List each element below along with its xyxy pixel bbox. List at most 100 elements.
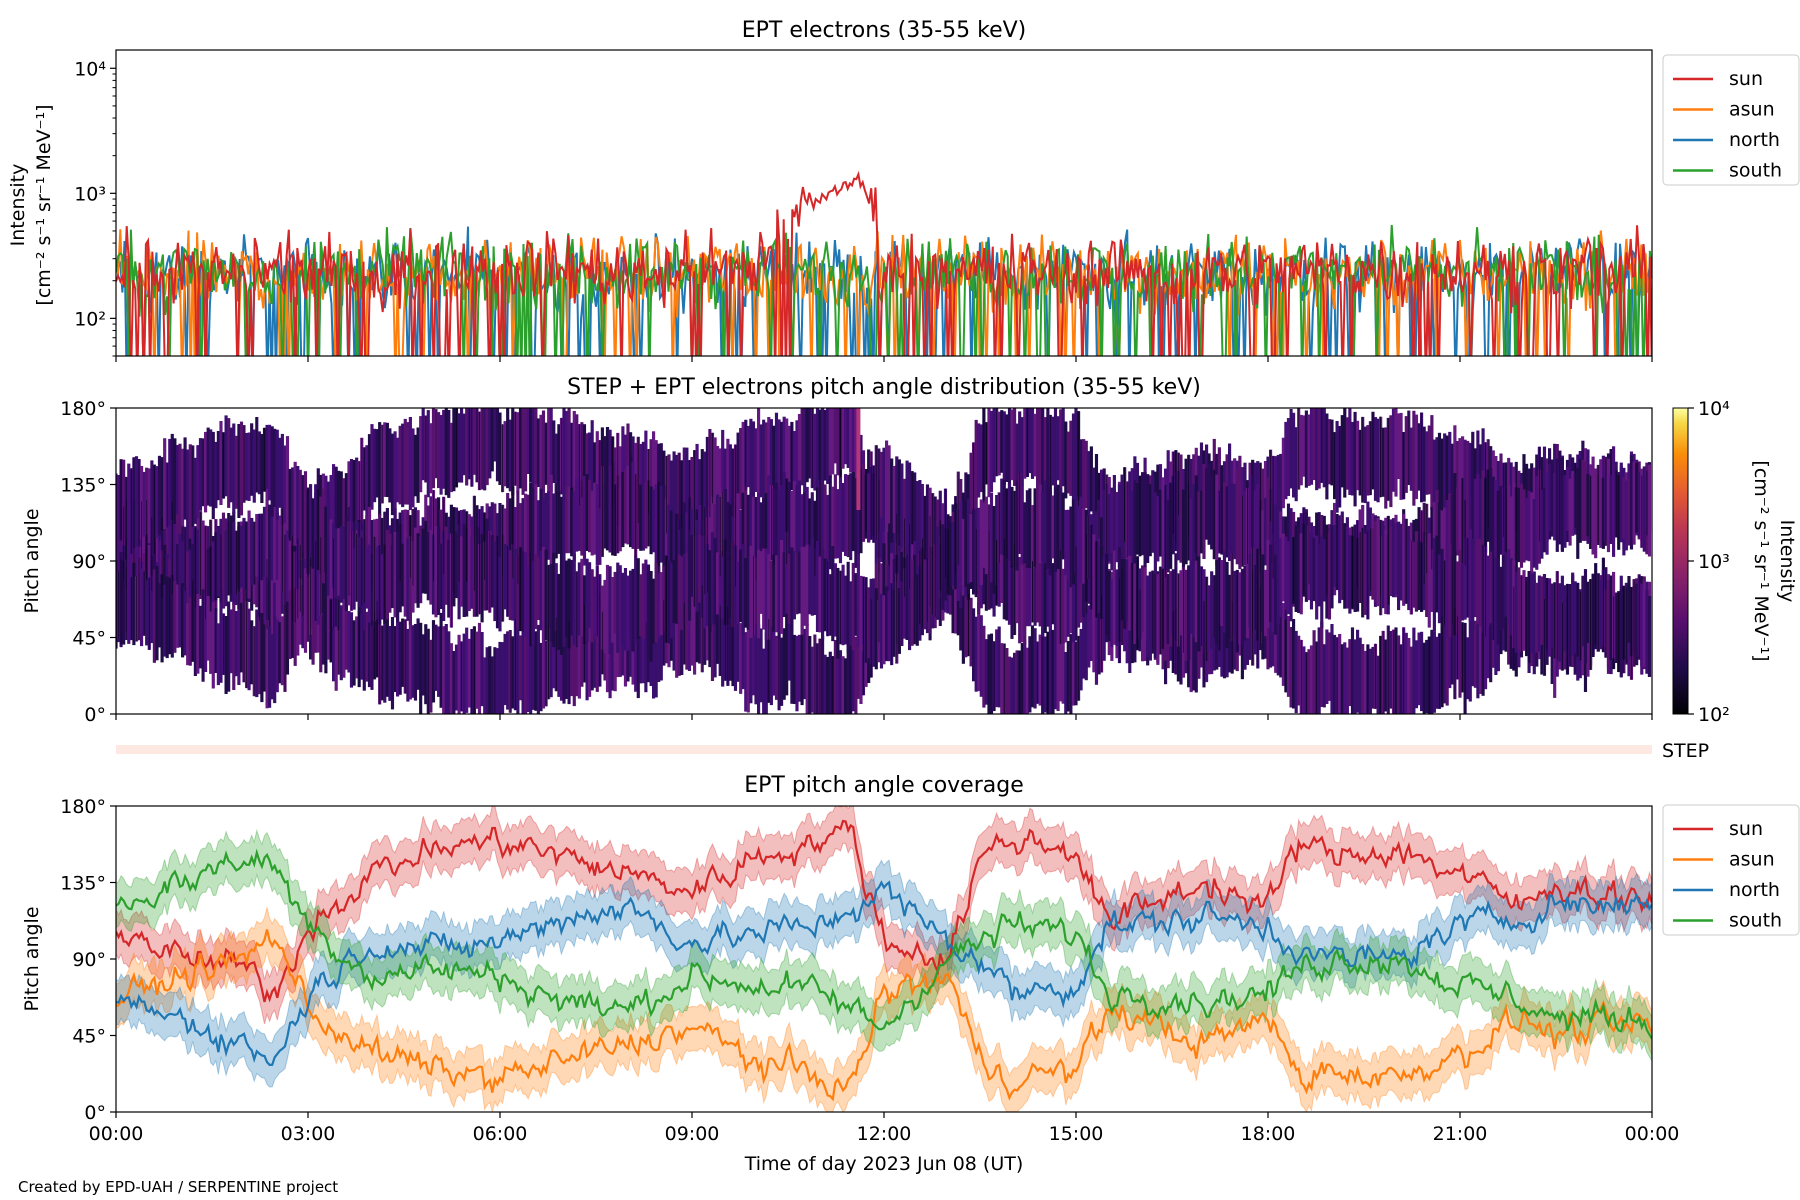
heatmap-cell <box>846 635 850 714</box>
heatmap-cell <box>672 508 676 587</box>
heatmap-cell <box>836 489 840 559</box>
step-label: STEP <box>1662 740 1709 762</box>
heatmap-cell <box>1430 415 1434 510</box>
heatmap-cell <box>1540 576 1544 645</box>
heatmap-cell <box>575 478 579 552</box>
heatmap-cell <box>605 564 610 659</box>
heatmap-cell <box>1345 526 1349 609</box>
heatmap-cell <box>652 604 656 699</box>
heatmap-cell <box>979 424 983 493</box>
heatmap-cell <box>841 656 845 714</box>
heatmap-cell <box>762 498 766 589</box>
heatmap-cell <box>1123 559 1127 629</box>
heatmap-cell <box>774 555 779 633</box>
heatmap-cell <box>1514 565 1518 653</box>
heatmap-cell <box>1061 630 1065 704</box>
heatmap-cell <box>841 483 845 552</box>
heatmap-cell <box>301 584 305 649</box>
heatmap-cell <box>352 620 356 686</box>
heatmap-cell <box>585 474 589 551</box>
heatmap-cell <box>849 633 853 714</box>
heatmap-cell <box>1461 537 1465 621</box>
heatmap-cell <box>1348 408 1352 495</box>
x-tick-label: 18:00 <box>1241 1123 1296 1145</box>
series-line-asun <box>116 929 1652 1102</box>
heatmap-cell <box>549 608 553 698</box>
y-tick-label: 135° <box>60 475 106 497</box>
heatmap-cell <box>534 408 538 489</box>
heatmap-cell <box>465 627 469 713</box>
heatmap-cell <box>662 485 666 575</box>
heatmap-cell <box>183 437 187 520</box>
heatmap-cell <box>288 590 292 659</box>
heatmap-cell <box>444 526 448 605</box>
heatmap-cell <box>1071 413 1076 506</box>
heatmap-cell <box>1517 487 1521 563</box>
heatmap-cell <box>716 552 720 615</box>
heatmap-cell <box>221 512 226 608</box>
heatmap-cell <box>1082 439 1086 522</box>
heatmap-cell <box>206 427 210 506</box>
heatmap-cell <box>419 622 423 714</box>
heatmap-cell <box>1448 543 1452 638</box>
heatmap-cell <box>442 626 446 714</box>
heatmap-cell <box>654 484 658 579</box>
heatmap-cell <box>155 523 159 590</box>
heatmap-cell <box>792 551 796 620</box>
heatmap-cell <box>995 495 999 585</box>
heatmap-cell <box>1642 580 1646 667</box>
heatmap-cell <box>749 545 753 638</box>
heatmap-cell <box>805 623 809 714</box>
panel4-x-ticks: 00:00 03:00 06:00 09:00 12:00 15:00 18:00 21:00… <box>89 1112 1679 1145</box>
heatmap-cell <box>562 626 566 704</box>
heatmap-cell <box>787 481 791 574</box>
heatmap-cell <box>1343 408 1347 498</box>
heatmap-cell <box>1071 638 1076 706</box>
heatmap-cell <box>933 496 937 564</box>
heatmap-cell <box>403 532 407 617</box>
heatmap-cell <box>1473 620 1477 688</box>
heatmap-cell <box>1637 472 1641 537</box>
heatmap-cell <box>1504 551 1508 617</box>
heatmap-cell <box>339 471 343 553</box>
heatmap-cell <box>769 615 773 706</box>
heatmap-cell <box>339 526 343 602</box>
heatmap-cell <box>941 524 945 610</box>
heatmap-cell <box>498 503 502 594</box>
heatmap-cell <box>196 445 200 518</box>
heatmap-cell <box>621 572 625 646</box>
heatmap-cell <box>979 615 983 697</box>
heatmap-cell <box>741 625 745 690</box>
heatmap-cell <box>150 460 154 556</box>
heatmap-cell <box>974 419 978 515</box>
heatmap-cell <box>260 434 264 503</box>
heatmap-cell <box>462 413 466 476</box>
heatmap-cell <box>565 560 569 638</box>
heatmap-cell <box>186 449 190 518</box>
heatmap-cell <box>1115 493 1119 563</box>
panel2-y-ticks: 0° 45° 90° 135° 180° <box>60 398 116 726</box>
heatmap-cell <box>508 498 512 582</box>
heatmap-cell <box>690 457 694 543</box>
y-tick-label: 180° <box>60 398 106 420</box>
heatmap-cell <box>444 408 448 496</box>
colorbar-ticks: 10² 10³ 10⁴ <box>1688 398 1730 726</box>
heatmap-cell <box>1576 468 1580 559</box>
heatmap-cell <box>193 457 197 524</box>
heatmap-cell <box>541 628 546 709</box>
heatmap-cell <box>764 548 768 640</box>
heatmap-cell <box>1330 419 1334 486</box>
heatmap-cell <box>534 484 538 567</box>
heatmap-cell <box>844 658 848 714</box>
heatmap-cell <box>152 569 156 663</box>
heatmap-cell <box>1445 500 1449 584</box>
heatmap-cell <box>293 587 297 666</box>
heatmap-cell <box>396 437 400 503</box>
heatmap-cell <box>562 408 566 501</box>
heatmap-cell <box>1128 494 1132 557</box>
heatmap-cell <box>1343 642 1347 714</box>
heatmap-cell <box>800 623 804 706</box>
heatmap-cell <box>421 408 425 481</box>
heatmap-cell <box>516 412 520 494</box>
heatmap-cell <box>687 592 692 671</box>
